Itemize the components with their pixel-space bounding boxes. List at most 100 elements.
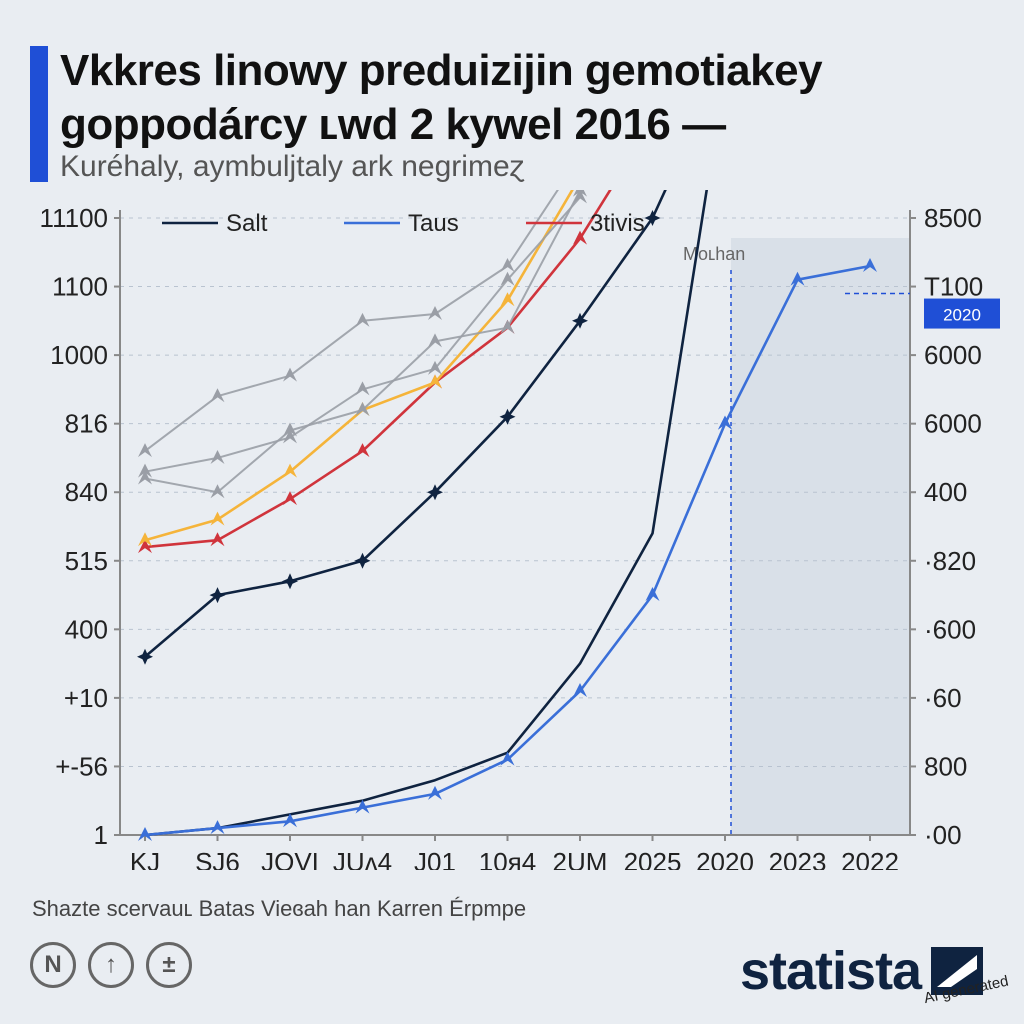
legend-entry: Taus [408,210,459,237]
upload-icon[interactable]: ↑ [88,942,134,988]
data-point [500,751,515,766]
y-right-tick-label: 800 [924,751,967,781]
data-point [428,305,442,320]
y-left-tick-label: 1000 [50,340,108,370]
statista-mark-icon [931,947,984,995]
data-point [283,429,297,444]
y-right-tick-label: 400 [924,477,967,507]
y-left-tick-label: 515 [65,546,108,576]
x-tick-label: 10ᴙ4 [479,847,536,870]
data-point [500,271,515,286]
year-marker-badge [924,298,1000,329]
data-point [428,333,442,348]
data-point [427,484,443,501]
data-point [283,422,297,437]
line-chart: 11100 1100 1000 816 840 515 400 +10 +-56 1 8500 T10… [40,190,1000,870]
source-note: Shazte scervauʟ Batas Vieɞah han Karren … [32,896,527,921]
data-point [138,827,152,841]
y-left-tick-label: +10 [64,683,108,713]
data-point [863,257,877,272]
data-point [500,257,515,272]
data-point [500,292,515,307]
title-accent-bar [30,46,48,182]
chart-title: Vkkres linowy preduizijin gemotiakey gop… [60,44,960,152]
forecast-label: Mᴏʟhan [683,244,745,264]
data-point [282,573,298,590]
x-tick-label: KJ [130,847,160,870]
data-point [210,388,225,403]
legend-entry: 3tivis [590,210,645,237]
y-right-tick-label: 8500 [924,203,982,233]
footer-icon-row: N ↑ ± [30,942,192,988]
y-right-tick-label: ·820 [924,546,976,576]
n-icon[interactable]: N [30,942,76,988]
data-point [499,408,516,425]
data-point [573,683,587,698]
data-point [138,443,152,458]
y-right-tick-label: ·00 [924,820,962,850]
y-left-tick-label: 840 [65,477,108,507]
data-point [210,820,225,835]
title-line-1: Vkkres linowy preduizijin gemotiakey [60,46,823,95]
data-point [718,415,732,430]
data-point [573,190,587,204]
y-right-tick-label: 6000 [924,340,982,370]
y-left-tick-label: 11100 [40,203,108,233]
y-right-tick-label: T100 [924,272,983,302]
y-right-tick-label: ·60 [924,683,962,713]
data-point [138,539,152,554]
data-point [645,587,660,602]
legend-entry: Salt [226,210,268,237]
data-point [428,785,442,800]
x-tick-label: SJ6 [195,847,240,870]
x-tick-label: 2020 [696,847,754,870]
x-tick-label: 2022 [841,847,899,870]
x-tick-label: 2023 [769,847,827,870]
data-point [355,443,370,458]
data-point [137,648,153,665]
data-point [138,470,152,485]
data-point [790,271,805,286]
data-point [210,532,225,547]
forecast-shaded-region [731,238,910,835]
data-point [283,491,297,506]
x-tick-label: JUᴧ4 [333,847,392,870]
y-left-tick-label: 1 [94,820,108,850]
data-point [283,813,297,828]
y-left-tick-label: 816 [65,409,108,439]
y-right-tick-label: ·600 [924,614,976,644]
data-point [209,587,226,604]
brand-wordmark: statista [740,941,922,1001]
data-point [210,511,225,526]
data-point [428,374,442,389]
data-point [573,190,587,197]
y-left-tick-label: +-56 [55,751,108,781]
y-left-tick-label: 400 [65,614,108,644]
data-point [283,367,297,382]
x-tick-label: 2025 [624,847,682,870]
x-tick-label: 2UM [553,847,608,870]
data-point [355,799,370,814]
year-marker-label: 2020 [943,306,981,325]
series-line-1 [144,190,709,837]
data-point [210,449,225,464]
plus-minus-icon[interactable]: ± [146,942,192,988]
data-point [283,463,297,478]
statista-logo[interactable]: statista [740,940,984,1002]
title-line-2: goppodárcy ʟwd 2 kywel 2016 — [60,100,726,149]
data-point [573,230,587,245]
data-point [355,381,370,396]
data-point [644,210,661,226]
data-point [355,401,370,416]
data-point [500,319,515,334]
data-point [428,360,442,375]
y-right-tick-label: 6000 [924,409,982,439]
chart-subtitle: Kuréhaly, aymbuljtaly ark negrimeɀ [60,150,525,183]
x-tick-label: JOVI [261,847,319,870]
data-point [355,312,370,327]
y-left-tick-label: 1100 [52,272,108,302]
data-point [572,312,588,329]
data-point [210,484,225,499]
data-point [354,552,371,569]
